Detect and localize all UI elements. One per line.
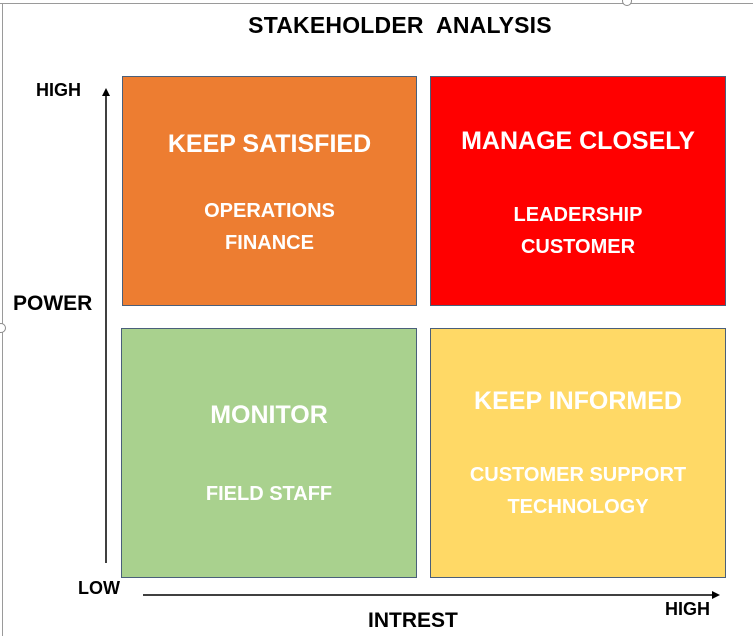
- quadrant-manage-closely[interactable]: MANAGE CLOSELY LEADERSHIP CUSTOMER: [430, 76, 726, 306]
- stakeholder-item: CUSTOMER: [520, 236, 636, 258]
- quadrant-items: OPERATIONS FINANCE: [123, 195, 416, 259]
- quadrant-items: FIELD STAFF: [122, 478, 416, 510]
- y-axis-label: POWER: [13, 292, 93, 315]
- stakeholder-item: OPERATIONS: [204, 200, 335, 222]
- stakeholder-item: LEADERSHIP: [513, 204, 643, 226]
- page-title: STAKEHOLDER ANALYSIS: [248, 12, 552, 38]
- stakeholder-item: CUSTOMER SUPPORT: [469, 464, 687, 486]
- frame-left-edge: [2, 3, 3, 636]
- resize-handle-top[interactable]: [622, 0, 632, 6]
- quadrant-keep-satisfied[interactable]: KEEP SATISFIED OPERATIONS FINANCE: [122, 76, 417, 306]
- y-axis-low-label: LOW: [78, 578, 120, 598]
- quadrant-title: MONITOR: [210, 401, 328, 429]
- quadrant-items: LEADERSHIP CUSTOMER: [431, 199, 725, 263]
- quadrant-monitor[interactable]: MONITOR FIELD STAFF: [121, 328, 417, 578]
- x-axis-label: INTREST: [368, 609, 458, 632]
- quadrant-keep-informed[interactable]: KEEP INFORMED CUSTOMER SUPPORT TECHNOLOG…: [430, 328, 726, 578]
- resize-handle-left[interactable]: [0, 323, 6, 333]
- quadrant-title: KEEP SATISFIED: [167, 130, 372, 158]
- stakeholder-item: FIELD STAFF: [205, 483, 333, 505]
- x-axis-high-label: HIGH: [665, 599, 710, 619]
- quadrant-title: MANAGE CLOSELY: [461, 127, 695, 155]
- y-axis-high-label: HIGH: [36, 80, 81, 100]
- stakeholder-item: FINANCE: [225, 232, 314, 254]
- quadrant-items: CUSTOMER SUPPORT TECHNOLOGY: [431, 459, 725, 523]
- quadrant-title: KEEP INFORMED: [474, 387, 682, 415]
- stakeholder-item: TECHNOLOGY: [507, 496, 649, 518]
- frame-top-edge: [0, 3, 753, 4]
